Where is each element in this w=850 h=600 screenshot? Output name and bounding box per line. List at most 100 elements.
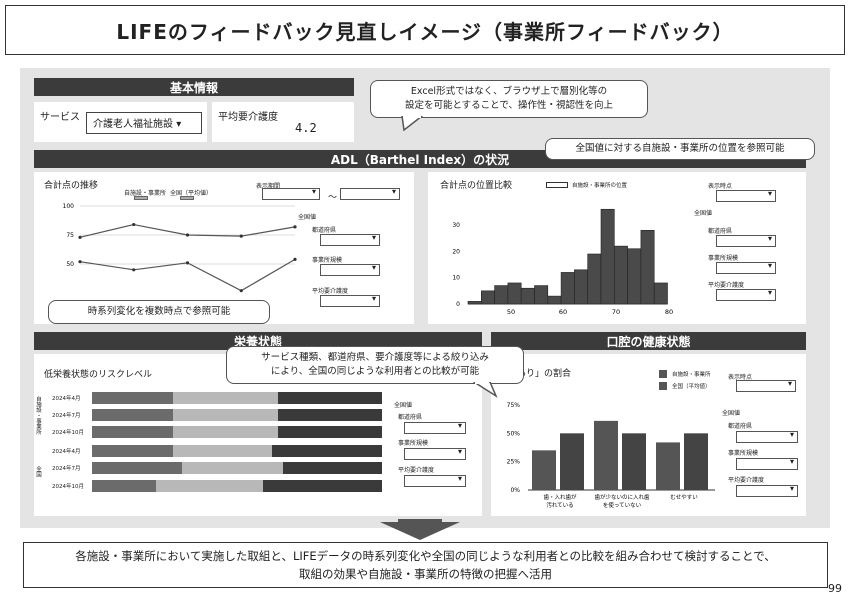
hist-ytick: 20 [452, 248, 460, 255]
oral-display-point-dropdown[interactable] [736, 379, 796, 392]
callout-excel-tail [401, 116, 424, 132]
period-end-dropdown[interactable] [340, 187, 400, 200]
risk-segment [277, 409, 382, 421]
oral-prefecture-dropdown[interactable] [736, 430, 798, 443]
service-select[interactable]: 介護老人福祉施設 ▾ [86, 112, 202, 134]
chevron-down-icon: ▾ [176, 119, 182, 130]
line-filter-prefecture: 都道府県 [312, 227, 337, 234]
hist-legend-swatch [546, 182, 568, 188]
oral-category-label: 歯・入れ歯が [543, 493, 577, 501]
risk-chart-title: 低栄養状態のリスクレベル [44, 370, 153, 380]
risk-filter-size: 事業所規模 [398, 440, 429, 447]
hist-xtick: 50 [507, 308, 515, 316]
hist-bar [587, 253, 602, 305]
oral-bar [532, 450, 556, 490]
oral-category-label: むせやすい [670, 493, 698, 501]
oral-filter-national: 全国値 [722, 410, 741, 417]
avg-care-panel [212, 102, 354, 142]
oral-bar [684, 433, 708, 490]
oral-ytick: 75% [507, 402, 521, 409]
oral-bar [656, 442, 680, 490]
risk-segment [92, 480, 156, 492]
period-start-dropdown[interactable] [262, 187, 320, 200]
line-ytick: 75 [66, 232, 74, 239]
hist-size-dropdown[interactable] [716, 261, 776, 274]
line-prefecture-dropdown[interactable] [320, 233, 380, 246]
hist-legend-label: 自施設・事業所の位置 [572, 183, 628, 189]
hist-chart-title: 合計点の位置比較 [440, 181, 513, 191]
hist-bar [653, 282, 668, 305]
avg-care-value: 4.2 [295, 121, 317, 135]
callout-excel: Excel形式ではなく、ブラウザ上で層別化等の 設定を可能とすることで、操作性・視… [370, 80, 648, 118]
oral-bar [594, 420, 618, 490]
hist-filter-size: 事業所規模 [708, 255, 739, 262]
risk-segment [92, 462, 182, 474]
risk-group-national: 全国 [35, 466, 41, 477]
risk-segment [92, 445, 174, 457]
oral-category-label: 汚れている [546, 501, 573, 509]
risk-filter-prefecture: 都道府県 [398, 414, 423, 421]
risk-group-self: 自施設・事業所 [35, 396, 41, 435]
legend-national-swatch [180, 196, 194, 200]
hist-xtick: 70 [612, 308, 620, 316]
risk-segment [155, 480, 264, 492]
avg-care-label: 平均要介護度 [218, 112, 278, 123]
oral-care-dropdown[interactable] [736, 484, 798, 497]
risk-segment [277, 426, 382, 438]
hist-xtick: 60 [559, 308, 567, 316]
risk-filter-national: 全国値 [394, 402, 413, 409]
risk-row-label: 2024年10月 [52, 430, 84, 436]
risk-segment [92, 426, 174, 438]
risk-row-label: 2024年7月 [52, 466, 81, 472]
line-point [132, 268, 136, 272]
hist-display-point-dropdown[interactable] [716, 189, 776, 202]
basic-info-header: 基本情報 [34, 78, 354, 96]
hist-prefecture-dropdown[interactable] [716, 234, 776, 247]
line-size-dropdown[interactable] [320, 263, 380, 276]
hist-ytick: 0 [456, 301, 460, 308]
risk-row-label: 2024年7月 [52, 413, 81, 419]
oral-bar [622, 433, 646, 490]
service-label: サービス [40, 112, 80, 123]
hist-bar [507, 282, 522, 305]
risk-prefecture-dropdown[interactable] [404, 421, 466, 434]
line-ytick: 100 [63, 203, 75, 210]
line-filter-size: 事業所規模 [312, 257, 343, 264]
risk-segment [173, 445, 272, 457]
legend-self: 自施設・事業所 [124, 190, 167, 197]
oral-display-point-label: 表示時点 [728, 374, 753, 381]
legend-national: 全国（平均値） [170, 190, 213, 197]
hist-care-dropdown[interactable] [716, 288, 776, 301]
line-point [78, 260, 82, 264]
legend-self-swatch [134, 196, 148, 200]
hist-bar [627, 248, 642, 305]
risk-filter-care: 平均要介護度 [398, 467, 435, 474]
risk-segment [92, 409, 174, 421]
line-point [185, 261, 190, 265]
histogram-chart: 30 20 10 0 50 60 70 80 [452, 208, 673, 316]
line-chart-title: 合計点の推移 [44, 181, 99, 191]
hist-display-point-label: 表示時点 [708, 183, 733, 190]
risk-size-dropdown[interactable] [404, 447, 466, 460]
risk-row-label: 2024年4月 [52, 396, 81, 402]
oral-filter-prefecture: 都道府県 [728, 423, 753, 430]
risk-care-dropdown[interactable] [404, 474, 466, 487]
hist-bar [560, 272, 575, 305]
oral-size-dropdown[interactable] [736, 457, 798, 470]
oral-filter-care: 平均要介護度 [728, 477, 765, 484]
hist-bar [600, 208, 615, 305]
line-filter-national: 全国値 [298, 214, 317, 221]
risk-row-label: 2024年4月 [52, 449, 81, 455]
risk-segment [277, 392, 382, 404]
risk-segment [263, 480, 382, 492]
line-filter-care: 平均要介護度 [312, 288, 349, 295]
line-chart: 100 75 50 [63, 203, 297, 293]
hist-filter-care: 平均要介護度 [708, 282, 745, 289]
line-point [239, 289, 243, 293]
line-care-dropdown[interactable] [320, 294, 380, 307]
hist-xtick: 80 [665, 308, 673, 316]
down-arrow-icon [380, 522, 460, 540]
hist-bar [480, 290, 495, 305]
hist-filter-prefecture: 都道府県 [708, 228, 733, 235]
